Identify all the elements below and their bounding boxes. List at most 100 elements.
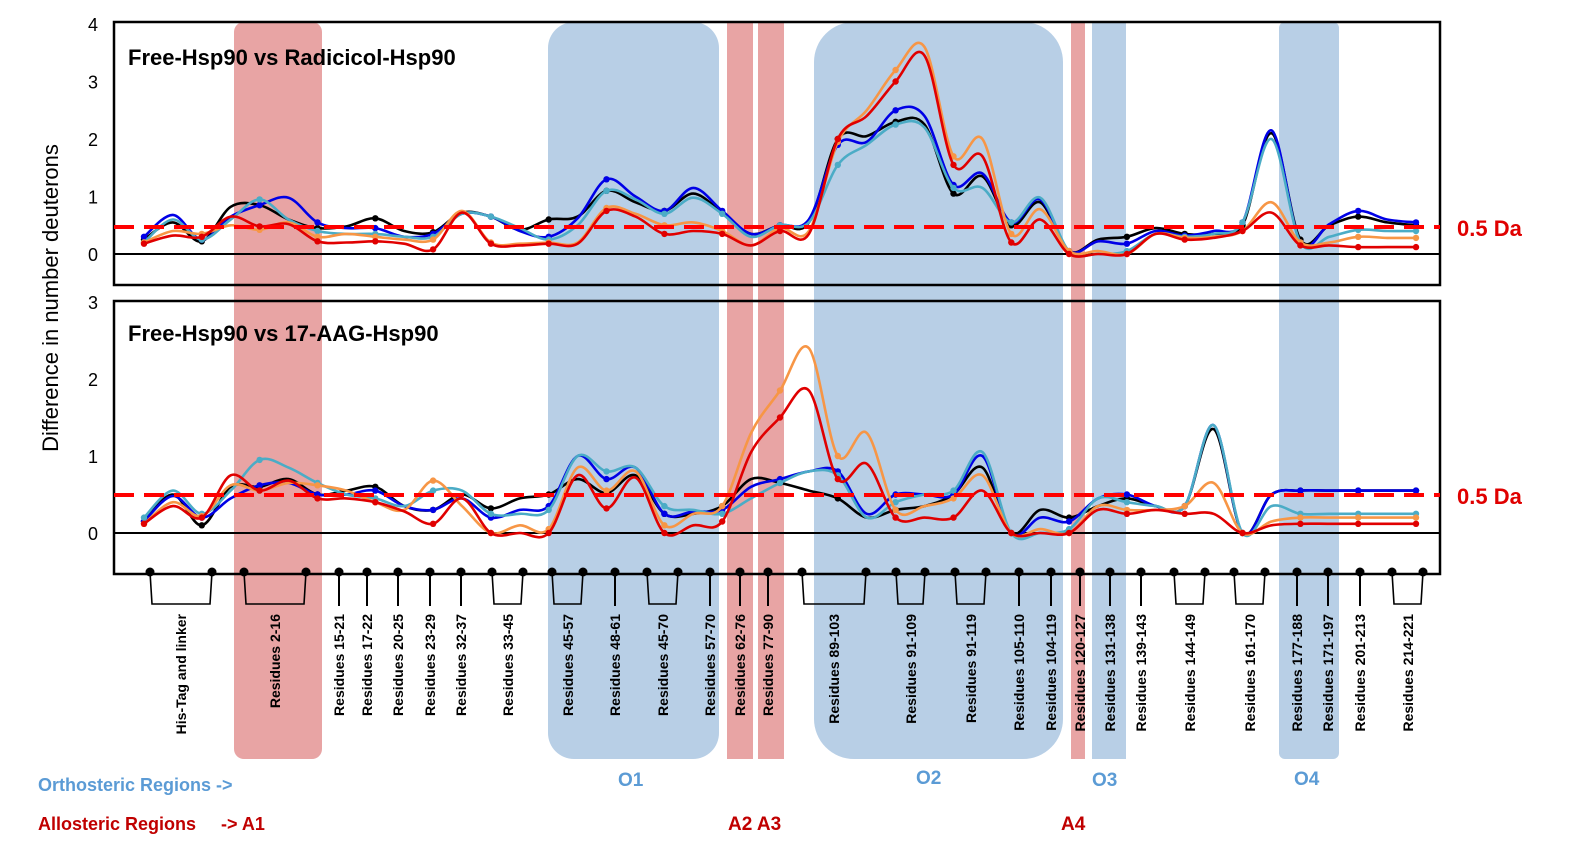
series-line-red xyxy=(143,51,1416,258)
data-point-red xyxy=(1355,520,1362,527)
data-point-orange xyxy=(1181,502,1188,510)
data-point-cyan xyxy=(545,506,552,514)
bracket-outline xyxy=(1391,571,1424,605)
top-panel-frame xyxy=(112,20,1442,287)
data-point-cyan xyxy=(719,210,726,217)
peptide-label: Residues 57-70 xyxy=(702,614,718,716)
y-tick-label: 1 xyxy=(88,188,98,208)
data-point-red xyxy=(198,233,205,240)
data-point-blue xyxy=(603,475,610,483)
data-point-blue xyxy=(1412,219,1420,226)
y-tick-label: 1 xyxy=(88,447,98,467)
data-point-cyan xyxy=(1123,499,1131,506)
data-point-orange xyxy=(314,482,321,489)
data-point-red xyxy=(314,238,321,245)
peptide-label: Residues 161-170 xyxy=(1242,614,1258,732)
data-point-orange xyxy=(1008,230,1015,238)
top-chart-title: Free-Hsp90 vs Radicicol-Hsp90 xyxy=(128,45,456,70)
data-point-red xyxy=(1008,239,1015,246)
data-point-cyan xyxy=(487,510,495,517)
y-tick-label: 2 xyxy=(88,370,98,390)
data-point-orange xyxy=(1297,514,1304,521)
peptide-brackets xyxy=(145,567,1428,606)
data-point-orange xyxy=(429,236,437,243)
data-point-blue xyxy=(1355,487,1362,494)
data-point-orange xyxy=(1412,234,1420,242)
data-point-cyan xyxy=(1412,227,1420,235)
bottom-y-ticks: 0 1 2 3 xyxy=(88,293,98,544)
data-point-blue xyxy=(1297,487,1304,494)
data-point-red xyxy=(1065,250,1073,258)
data-point-blue xyxy=(892,107,899,114)
peptide-label: Residues 2-16 xyxy=(267,614,283,708)
data-point-black xyxy=(198,522,205,529)
peptide-label: Residues 104-119 xyxy=(1043,614,1059,731)
data-point-orange xyxy=(429,477,437,484)
data-point-red xyxy=(603,207,610,215)
peptide-label: Residues 171-197 xyxy=(1320,614,1336,732)
data-point-cyan xyxy=(950,487,957,494)
data-point-cyan xyxy=(603,468,610,475)
series-line-orange xyxy=(143,41,1417,257)
peptide-label: Residues 105-110 xyxy=(1011,614,1027,731)
peptide-label: Residues 91-119 xyxy=(963,614,979,723)
data-point-blue xyxy=(372,487,379,494)
data-point-red xyxy=(1008,529,1015,537)
bracket-outline xyxy=(1233,571,1266,605)
data-point-red xyxy=(1239,227,1246,235)
data-point-red xyxy=(776,414,784,421)
data-point-cyan xyxy=(1008,219,1015,226)
y-tick-label: 0 xyxy=(88,245,98,265)
data-point-red xyxy=(140,520,148,527)
data-point-blue xyxy=(429,506,437,514)
data-point-red xyxy=(256,487,263,494)
data-point-orange xyxy=(314,233,321,240)
data-point-red xyxy=(1297,520,1304,527)
bracket-outline xyxy=(895,571,926,605)
peptide-label: Residues 48-61 xyxy=(607,614,623,716)
peptide-label: Residues 214-221 xyxy=(1400,614,1416,732)
peptide-label: Residues 91-109 xyxy=(903,614,919,724)
y-axis-label: Difference in number deuterons xyxy=(38,144,63,452)
data-point-red xyxy=(950,161,957,169)
region-label-o2: O2 xyxy=(916,768,941,789)
data-point-cyan xyxy=(314,227,321,235)
peptide-label: Residues 33-45 xyxy=(500,614,516,716)
top-y-ticks: 0 1 2 3 4 xyxy=(88,15,98,265)
peptide-labels: His-Tag and linker Residues 2-16 Residues … xyxy=(173,613,1416,734)
data-point-cyan xyxy=(776,479,784,487)
data-point-blue xyxy=(1065,518,1073,525)
data-point-cyan xyxy=(140,514,148,521)
data-point-red xyxy=(256,223,263,230)
bracket-outline xyxy=(243,571,307,605)
data-point-black xyxy=(1355,213,1362,220)
allosteric-region-a2 xyxy=(727,22,753,759)
data-point-cyan xyxy=(950,184,957,192)
data-point-blue xyxy=(1123,240,1131,247)
data-point-black xyxy=(950,190,957,197)
data-point-red xyxy=(545,529,552,537)
y-tick-label: 0 xyxy=(88,524,98,544)
y-tick-label: 4 xyxy=(88,15,98,35)
peptide-label: Residues 17-22 xyxy=(359,614,375,716)
peptide-label: Residues 201-213 xyxy=(1352,614,1368,732)
data-point-blue xyxy=(256,201,263,209)
top-series xyxy=(140,41,1420,258)
data-point-orange xyxy=(1355,233,1362,240)
data-point-red xyxy=(603,505,610,512)
data-point-red xyxy=(198,514,205,521)
bottom-panel-frame xyxy=(112,299,1442,576)
data-point-red xyxy=(429,520,437,527)
y-tick-label: 2 xyxy=(88,130,98,150)
data-point-cyan xyxy=(834,161,841,169)
data-point-black xyxy=(372,215,379,222)
peptide-label: Residues 120-127 xyxy=(1072,614,1088,732)
data-point-cyan xyxy=(256,456,263,464)
data-point-red xyxy=(1123,250,1131,258)
peptide-label: His-Tag and linker xyxy=(173,613,189,734)
peptide-label: Residues 177-188 xyxy=(1289,614,1305,732)
peptide-label: Residues 89-103 xyxy=(826,614,842,724)
peptide-label: Residues 131-138 xyxy=(1102,614,1118,732)
data-point-orange xyxy=(892,506,899,514)
